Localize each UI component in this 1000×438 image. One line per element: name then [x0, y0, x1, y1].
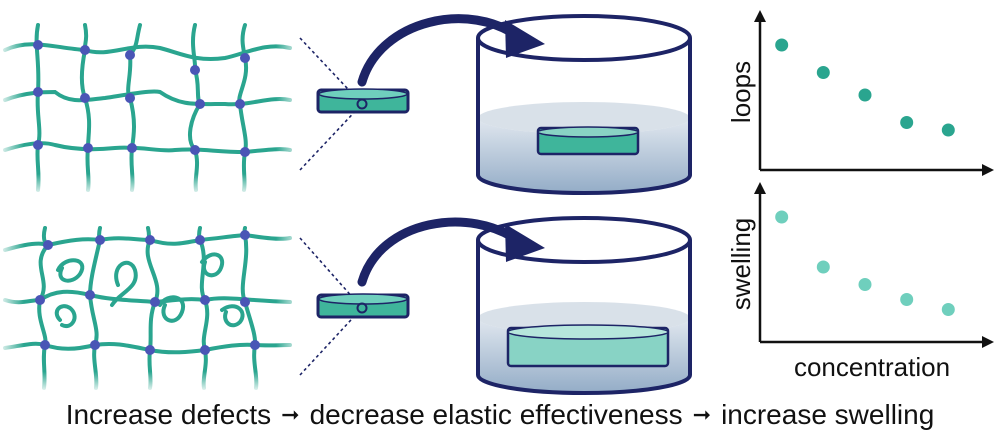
- loops-points: [775, 38, 955, 137]
- caption-part-3: increase swelling: [721, 399, 935, 430]
- data-point: [941, 123, 955, 137]
- data-point: [775, 210, 789, 224]
- swelling-points: [775, 210, 955, 316]
- gel-in-beaker-bottom: [506, 324, 670, 368]
- curved-arrow-icon: [357, 14, 525, 87]
- caption-part-2: decrease elastic effectiveness: [309, 399, 683, 430]
- data-point: [941, 303, 955, 316]
- curved-arrow-icon: [357, 217, 525, 287]
- data-point: [858, 88, 872, 102]
- data-point: [816, 66, 830, 79]
- loops-chart: loops: [726, 10, 994, 176]
- gel-in-beaker-top: [536, 126, 640, 156]
- concentration-x-label: concentration: [794, 352, 950, 382]
- caption: Increase defects ➞ decrease elastic effe…: [0, 392, 1000, 438]
- caption-part-1: Increase defects: [65, 399, 272, 430]
- x-axis-arrow-icon: [982, 336, 994, 348]
- curved-arrow-head: [505, 224, 545, 262]
- swelling-y-label: swelling: [726, 218, 756, 311]
- beaker-bottom: [476, 216, 692, 395]
- y-axis-arrow-icon: [754, 10, 766, 22]
- right-arrow-icon: ➞: [281, 402, 300, 427]
- data-point: [900, 293, 914, 306]
- swelling-chart: swelling concentration: [726, 182, 994, 382]
- right-arrow-icon: ➞: [692, 402, 712, 427]
- x-axis-arrow-icon: [982, 164, 994, 176]
- loops-y-label: loops: [726, 61, 756, 123]
- gel-disc-bottom: [316, 293, 410, 319]
- data-point: [775, 38, 789, 52]
- zoom-origin-marker: [356, 302, 368, 314]
- data-point: [858, 278, 872, 291]
- data-point: [900, 116, 914, 129]
- data-point: [816, 260, 830, 274]
- beaker-top: [476, 14, 692, 195]
- zoom-origin-marker: [356, 98, 368, 110]
- gel-disc-top: [316, 88, 410, 114]
- y-axis-arrow-icon: [754, 182, 766, 194]
- curved-arrow-head: [505, 20, 545, 58]
